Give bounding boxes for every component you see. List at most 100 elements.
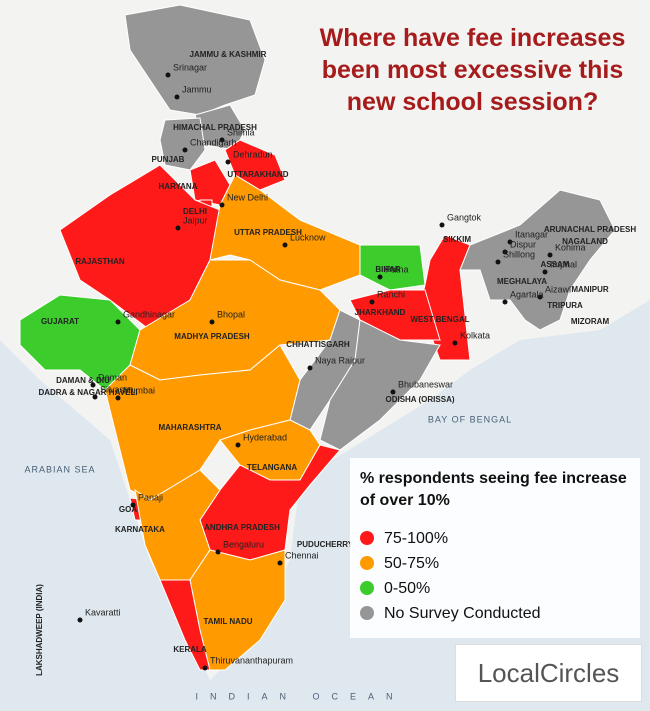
city-dot xyxy=(202,665,208,671)
sea-label: BAY OF BENGAL xyxy=(428,414,512,424)
map-title: Where have fee increases been most exces… xyxy=(319,24,626,116)
city-dot xyxy=(502,299,508,305)
city-label: Kavaratti xyxy=(85,607,121,617)
city-dot xyxy=(369,299,375,305)
state-label: UTTAR PRADESH xyxy=(234,228,302,237)
city-dot xyxy=(377,274,383,280)
city-dot xyxy=(90,382,96,388)
city-dot xyxy=(235,442,241,448)
legend-swatch xyxy=(360,556,374,570)
legend-title: % respondents seeing fee increase of ove… xyxy=(360,470,627,509)
state-label: PUDUCHERRY xyxy=(297,540,354,549)
city-label: Bengaluru xyxy=(223,539,264,549)
city-dot xyxy=(502,249,508,255)
state-region xyxy=(134,469,221,581)
city-label: Patna xyxy=(385,264,409,274)
state-label: KARNATAKA xyxy=(115,525,165,534)
legend-item: 75-100% xyxy=(360,530,448,548)
state-label: GOA xyxy=(119,505,137,514)
state-region xyxy=(319,319,441,451)
city-label: Itanagar xyxy=(515,229,548,239)
city-dot xyxy=(282,242,288,248)
state-label: GUJARAT xyxy=(41,317,79,326)
city-label: Agartala xyxy=(510,289,544,299)
city-label: Ranchi xyxy=(377,289,405,299)
state-label: CHHATTISGARH xyxy=(286,340,350,349)
sea-label: ARABIAN SEA xyxy=(24,464,95,474)
city-dot xyxy=(219,202,225,208)
city-dot xyxy=(277,560,283,566)
city-label: Shillong xyxy=(503,249,535,259)
city-label: Lucknow xyxy=(290,232,326,242)
city-dot xyxy=(507,239,513,245)
state-label: TELANGANA xyxy=(247,463,297,472)
city-label: Hyderabad xyxy=(243,432,287,442)
state-region xyxy=(159,579,211,671)
legend-label: 0-50% xyxy=(384,580,431,597)
legend: % respondents seeing fee increase of ove… xyxy=(350,458,640,638)
state-label: RAJASTHAN xyxy=(75,257,125,266)
city-label: Gangtok xyxy=(447,212,482,222)
state-label: MEGHALAYA xyxy=(497,277,547,286)
city-dot xyxy=(182,147,188,153)
state-label: MIZORAM xyxy=(571,317,610,326)
city-dot xyxy=(115,395,121,401)
legend-swatch xyxy=(360,531,374,545)
city-dot xyxy=(537,294,543,300)
legend-item: 0-50% xyxy=(360,580,430,598)
state-label: ARUNACHAL PRADESH xyxy=(544,225,637,234)
state-region xyxy=(124,4,266,116)
city-dot xyxy=(452,340,458,346)
city-dot xyxy=(92,394,98,400)
legend-label: 50-75% xyxy=(384,555,440,572)
state-label: HARYANA xyxy=(159,182,198,191)
city-label: Naya Raipur xyxy=(315,355,365,365)
state-region xyxy=(359,244,426,291)
state-label: HIMACHAL PRADESH xyxy=(173,123,257,132)
city-dot xyxy=(219,137,225,143)
state-label: JAMMU & KASHMIR xyxy=(190,50,267,59)
state-label: ODISHA (ORISSA) xyxy=(385,395,454,404)
city-label: Thiruvananthapuram xyxy=(210,655,293,665)
state-label: KERALA xyxy=(173,645,207,654)
city-dot xyxy=(225,159,231,165)
state-region xyxy=(459,189,616,331)
city-label: Shimla xyxy=(227,127,255,137)
city-dot xyxy=(209,319,215,325)
city-label: Dispur xyxy=(510,239,536,249)
city-label: Dehradun xyxy=(233,149,273,159)
city-label: Kohima xyxy=(555,242,586,252)
state-label: PUNJAB xyxy=(152,155,185,164)
city-dot xyxy=(542,269,548,275)
city-label: Srinagar xyxy=(173,62,207,72)
state-label: LAKSHADWEEP (INDIA) xyxy=(35,584,44,676)
city-dot xyxy=(165,72,171,78)
city-dot xyxy=(495,259,501,265)
state-label: NAGALAND xyxy=(562,237,608,246)
legend-label: 75-100% xyxy=(384,530,449,547)
state-label: ANDHRA PRADESH xyxy=(204,523,280,532)
city-dot xyxy=(174,94,180,100)
city-dot xyxy=(115,319,121,325)
city-label: Chandigarh xyxy=(190,137,237,147)
state-label: TRIPURA xyxy=(547,301,583,310)
city-dot xyxy=(307,365,313,371)
city-label: Gandhinagar xyxy=(123,309,175,319)
city-label: Silvassa xyxy=(100,384,134,394)
city-label: Bhubaneswar xyxy=(398,379,453,389)
state-label: SIKKIM xyxy=(443,235,471,244)
city-label: Kolkata xyxy=(460,330,490,340)
state-label: ASSAM xyxy=(541,260,570,269)
legend-item: 50-75% xyxy=(360,555,439,573)
legend-swatch xyxy=(360,606,374,620)
state-label: MADHYA PRADESH xyxy=(174,332,250,341)
city-dot xyxy=(77,617,83,623)
city-dot xyxy=(130,502,136,508)
state-label: WEST BENGAL xyxy=(410,315,469,324)
state-region xyxy=(209,174,361,291)
city-label: Daman xyxy=(98,372,127,382)
state-label: TAMIL NADU xyxy=(203,617,252,626)
state-label: UTTARAKHAND xyxy=(227,170,288,179)
state-label: MAHARASHTRA xyxy=(158,423,221,432)
